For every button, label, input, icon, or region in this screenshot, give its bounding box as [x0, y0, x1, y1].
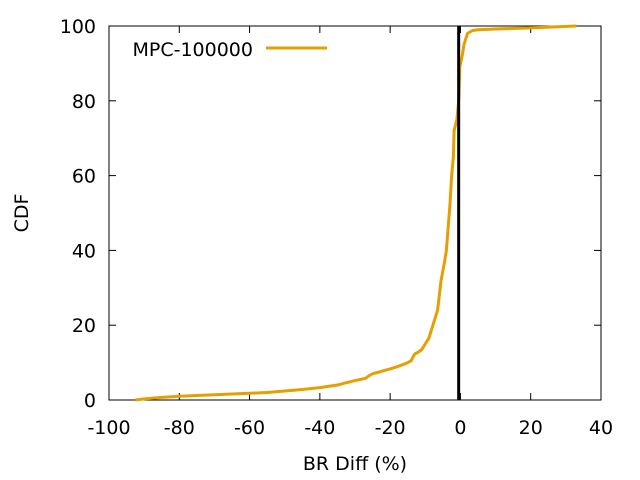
x-tick-label: -20 — [375, 417, 406, 439]
plot-frame — [108, 25, 602, 401]
y-tick-label: 100 — [60, 16, 96, 38]
y-tick-label: 0 — [84, 390, 96, 412]
x-tick-label: -80 — [164, 417, 195, 439]
x-tick-label: 20 — [519, 417, 543, 439]
y-tick-label: 80 — [72, 91, 96, 113]
y-axis-label: CDF — [11, 194, 33, 233]
series-layer — [135, 24, 577, 402]
y-tick-label: 20 — [72, 315, 96, 337]
x-axis-label: BR Diff (%) — [303, 453, 407, 475]
axis-ticks — [108, 25, 602, 401]
x-tick-label: -60 — [234, 417, 265, 439]
legend-label-mpc-100000: MPC-100000 — [132, 39, 253, 61]
series-line-mpc-100000 — [135, 24, 577, 402]
axis-tick-labels: -100 -80 -60 -40 -20 0 20 40 0 20 40 60 80 100 — [60, 16, 613, 439]
x-tick-label: 0 — [454, 417, 466, 439]
y-tick-label: 40 — [72, 240, 96, 262]
y-tick-label: 60 — [72, 166, 96, 188]
x-tick-label: 40 — [589, 417, 613, 439]
x-tick-label: -100 — [87, 417, 130, 439]
legend: MPC-100000 — [132, 39, 327, 61]
x-tick-label: -40 — [304, 417, 335, 439]
